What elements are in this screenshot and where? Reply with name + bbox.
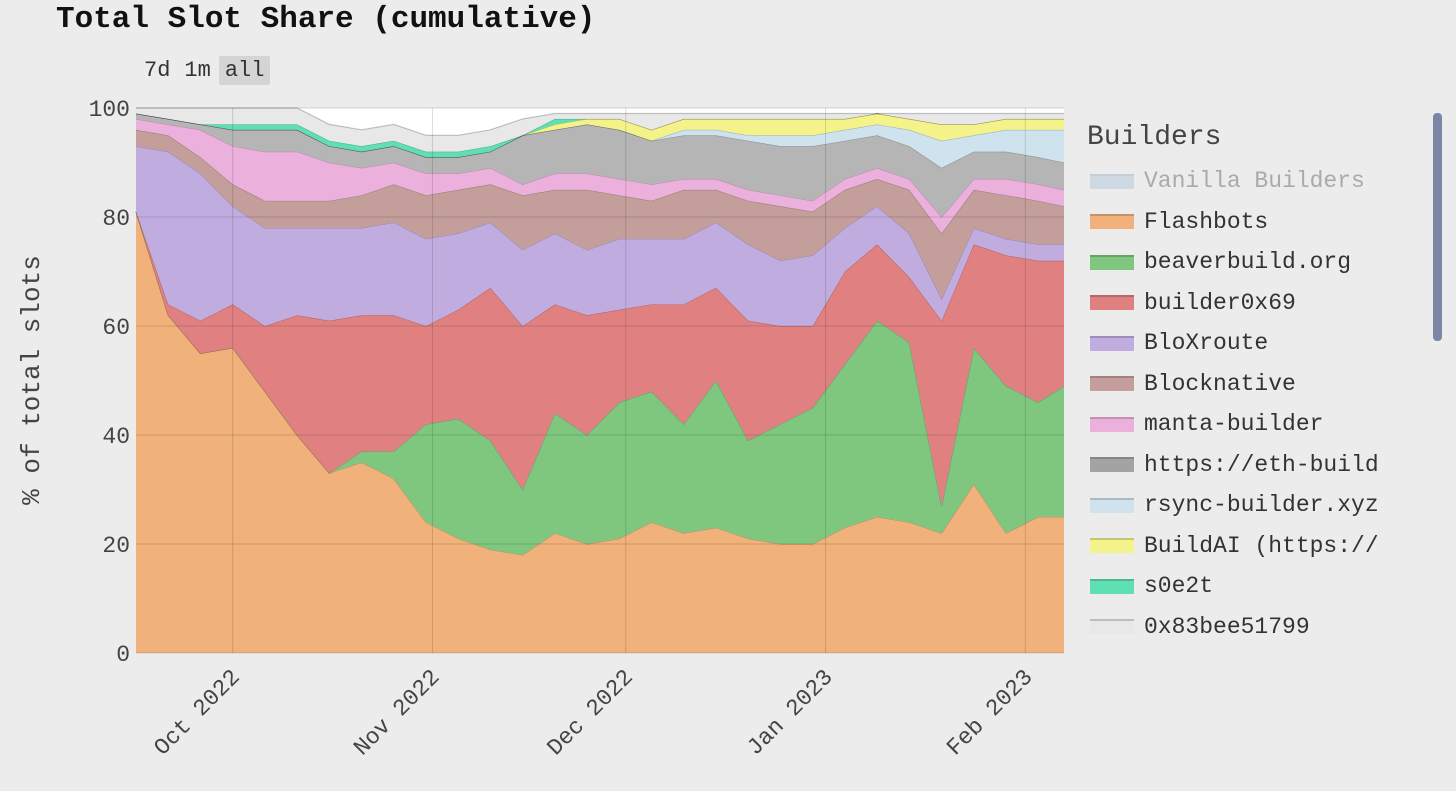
legend-label: s0e2t: [1144, 573, 1214, 600]
legend: Builders Vanilla Builders Flashbots beaver…: [1087, 122, 1432, 647]
x-tick-label: Jan 2023: [742, 665, 838, 761]
area-series: [136, 113, 1064, 158]
legend-item[interactable]: Vanilla Builders: [1087, 161, 1432, 202]
legend-swatch: [1090, 578, 1134, 594]
legend-label: rsync-builder.xyz: [1144, 492, 1379, 519]
legend-swatch: [1090, 295, 1134, 311]
legend-label: BuildAI (https://: [1144, 532, 1379, 559]
area-series: [136, 211, 1064, 653]
legend-item[interactable]: 0x83bee51799: [1087, 607, 1432, 648]
area-series: [136, 118, 1064, 234]
area-series: [136, 211, 1064, 555]
legend-label: builder0x69: [1144, 289, 1296, 316]
legend-item[interactable]: Blocknative: [1087, 364, 1432, 405]
legend-swatch: [1090, 254, 1134, 270]
area-series: [136, 108, 1064, 152]
range-1m-button[interactable]: 1m: [178, 56, 216, 85]
legend-item[interactable]: BuildAI (https://: [1087, 526, 1432, 567]
legend-item[interactable]: https://eth-build: [1087, 445, 1432, 486]
area-series: [136, 113, 1064, 158]
y-tick-label: 80: [102, 206, 130, 232]
legend-item[interactable]: beaverbuild.org: [1087, 242, 1432, 283]
legend-label: BloXroute: [1144, 330, 1269, 357]
legend-label: beaverbuild.org: [1144, 249, 1352, 276]
range-7d-button[interactable]: 7d: [138, 56, 176, 85]
x-tick-label: Nov 2022: [349, 665, 445, 761]
legend-swatch: [1090, 538, 1134, 554]
legend-label: Vanilla Builders: [1144, 168, 1365, 195]
area-series: [136, 113, 1064, 217]
legend-swatch: [1090, 214, 1134, 230]
legend-swatch: [1090, 416, 1134, 432]
legend-title: Builders: [1087, 122, 1222, 153]
legend-item[interactable]: s0e2t: [1087, 566, 1432, 607]
legend-item[interactable]: manta-builder: [1087, 404, 1432, 445]
chart-title: Total Slot Share (cumulative): [56, 2, 596, 37]
y-tick-label: 40: [102, 424, 130, 450]
legend-label: Blocknative: [1144, 370, 1296, 397]
legend-item[interactable]: BloXroute: [1087, 323, 1432, 364]
x-tick-label: Oct 2022: [149, 665, 245, 761]
legend-item[interactable]: rsync-builder.xyz: [1087, 485, 1432, 526]
range-selector: 7d 1m all: [138, 56, 272, 85]
legend-label: Flashbots: [1144, 208, 1269, 235]
legend-swatch: [1090, 335, 1134, 351]
range-all-button[interactable]: all: [218, 56, 271, 85]
area-series: [136, 129, 1064, 299]
area-series: [136, 146, 1064, 326]
x-tick-label: Dec 2022: [542, 665, 638, 761]
x-tick-label: Feb 2023: [942, 665, 1038, 761]
y-tick-label: 60: [102, 315, 130, 341]
legend-scrollbar[interactable]: [1433, 113, 1442, 341]
series-line: [136, 107, 1064, 136]
area-series: [136, 211, 1064, 506]
legend-items: Vanilla Builders Flashbots beaverbuild.org…: [1087, 161, 1432, 647]
legend-swatch: [1090, 457, 1134, 473]
legend-swatch: [1090, 376, 1134, 392]
legend-swatch: [1090, 173, 1134, 189]
legend-label: manta-builder: [1144, 411, 1324, 438]
legend-label: 0x83bee51799: [1144, 613, 1310, 640]
legend-swatch: [1090, 497, 1134, 513]
legend-swatch: [1090, 619, 1134, 635]
legend-item[interactable]: builder0x69: [1087, 283, 1432, 324]
y-tick-label: 100: [89, 97, 130, 123]
legend-item[interactable]: Flashbots: [1087, 202, 1432, 243]
y-tick-label: 20: [102, 533, 130, 559]
legend-label: https://eth-build: [1144, 451, 1379, 478]
y-tick-label: 0: [116, 642, 130, 668]
